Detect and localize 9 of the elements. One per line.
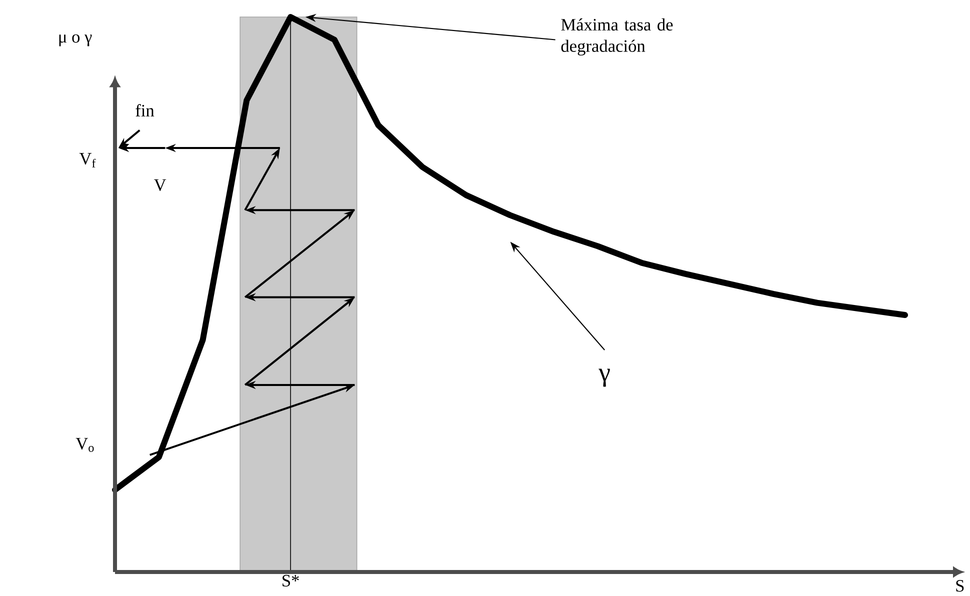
x-axis-title: S [956, 580, 964, 592]
text: V$_{f}$ [79, 152, 96, 168]
annotation: fin [136, 104, 154, 116]
y-axis-title: μ o γ [59, 34, 92, 46]
annotation: V [154, 179, 166, 191]
text: V$_{o}$ [76, 438, 94, 452]
annotation: γ [598, 368, 610, 387]
text: S* [282, 574, 299, 587]
annotation: Máxima tasa de degradación [561, 18, 673, 56]
